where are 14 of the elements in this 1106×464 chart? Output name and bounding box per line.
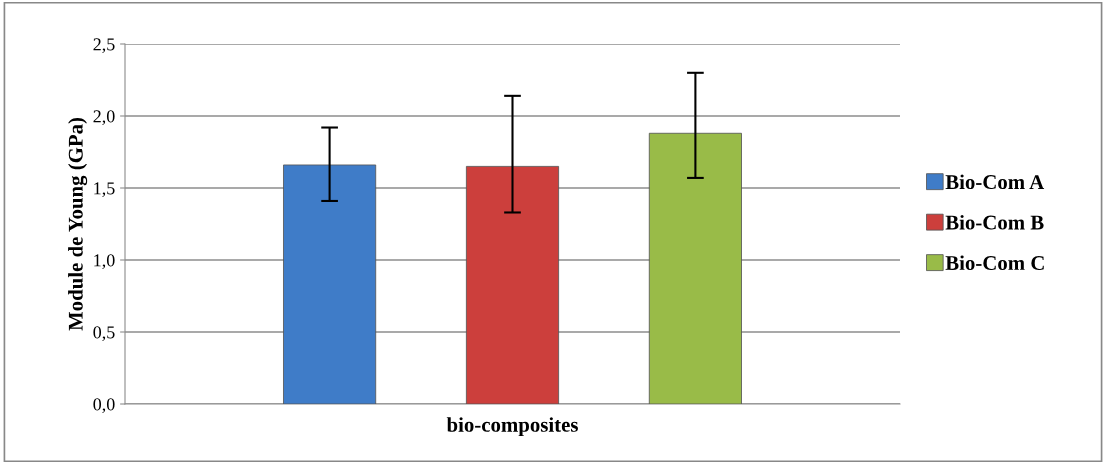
legend-label: Bio-Com C (945, 255, 1044, 271)
y-tick-label: 2,0 (93, 110, 115, 126)
legend-label: Bio-Com A (945, 174, 1045, 190)
y-tick-label: 1,0 (94, 254, 115, 270)
y-tick-label: 1,5 (94, 182, 115, 198)
bar (465, 165, 560, 404)
y-tick-label: 0,5 (93, 326, 115, 342)
y-tick-label: 2,5 (93, 38, 115, 54)
y-axis-title: Module de Young (GPa) (68, 117, 88, 331)
legend-label: Bio-Com B (945, 214, 1044, 230)
bar (283, 164, 377, 404)
y-tick-label: 0,0 (93, 398, 115, 414)
x-axis-title: bio-composites (446, 417, 578, 437)
bar (648, 132, 742, 404)
